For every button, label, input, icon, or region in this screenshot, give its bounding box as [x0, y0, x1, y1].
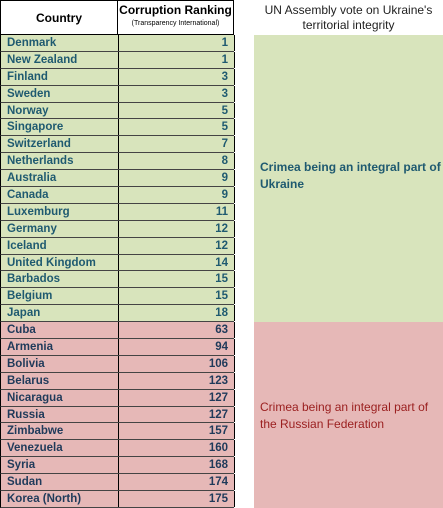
table-row: Canada 9	[0, 187, 235, 204]
table-row: Armenia 94	[0, 339, 235, 356]
ranking-cell: 11	[118, 203, 235, 220]
ranking-cell: 18	[118, 305, 235, 322]
country-cell: Canada	[7, 189, 49, 202]
country-cell: Norway	[7, 104, 49, 117]
country-cell: Barbados	[7, 273, 61, 286]
table-row: Venezuela 160	[0, 440, 235, 458]
table-row: Sudan 174	[0, 474, 235, 492]
country-cell: Singapore	[7, 121, 64, 134]
ranking-cell: 15	[118, 271, 235, 288]
table-row: Japan 18	[0, 305, 235, 323]
ranking-cell: 15	[118, 288, 235, 305]
table-row: Zimbabwe 157	[0, 423, 235, 441]
table-row: Russia 127	[0, 406, 235, 424]
table-row: Belgium 15	[0, 288, 235, 306]
country-cell: Netherlands	[7, 155, 74, 168]
table-row: Syria 168	[0, 457, 235, 475]
ranking-cell: 3	[118, 85, 235, 102]
table-row: Australia 9	[0, 170, 235, 188]
country-cell: Cuba	[7, 324, 36, 337]
country-cell: Korea (North)	[7, 493, 82, 506]
ranking-cell: 127	[118, 389, 235, 406]
ranking-cell: 8	[118, 153, 235, 170]
country-cell: New Zealand	[7, 53, 78, 66]
ranking-cell: 5	[118, 119, 235, 136]
table-row: Iceland 12	[0, 237, 235, 255]
table-row: Germany 12	[0, 220, 235, 238]
ranking-cell: 1	[118, 35, 235, 51]
country-cell: Syria	[7, 459, 36, 472]
country-cell: Switzerland	[7, 138, 71, 151]
ranking-cell: 14	[118, 254, 235, 271]
country-cell: Sudan	[7, 476, 43, 489]
table-row: Cuba 63	[0, 322, 235, 340]
ranking-cell: 9	[118, 170, 235, 187]
table-row: Norway 5	[0, 102, 235, 120]
country-cell: United Kingdom	[7, 256, 96, 269]
country-cell: Iceland	[7, 239, 47, 252]
country-cell: Armenia	[7, 341, 54, 354]
table-row: Luxemburg 11	[0, 203, 235, 221]
ranking-cell: 7	[118, 136, 235, 153]
ranking-cell: 175	[118, 491, 235, 507]
vote-label-russia: Crimea being an integral part of the Rus…	[254, 322, 443, 508]
country-cell: Luxemburg	[7, 205, 70, 218]
country-cell: Nicaragua	[7, 391, 63, 404]
table-row: Sweden 3	[0, 85, 235, 103]
ranking-cell: 157	[118, 423, 235, 440]
country-cell: Russia	[7, 408, 45, 421]
header-vote: UN Assembly vote on Ukraine's territoria…	[264, 3, 433, 32]
country-cell: Denmark	[7, 37, 57, 49]
ranking-cell: 3	[118, 68, 235, 85]
ranking-cell: 63	[118, 322, 235, 339]
table-row: Singapore 5	[0, 119, 235, 137]
ranking-cell: 94	[118, 339, 235, 355]
ranking-cell: 127	[118, 406, 235, 423]
country-cell: Finland	[7, 70, 48, 83]
header-ranking-title: Corruption Ranking	[119, 3, 232, 17]
country-cell: Belgium	[7, 290, 53, 303]
table-row: Denmark 1	[0, 35, 235, 52]
country-cell: Venezuela	[7, 442, 63, 455]
table-row: New Zealand 1	[0, 51, 235, 69]
column-gap	[234, 0, 254, 508]
table-body: Denmark 1 New Zealand 1 Finland 3 Sweden 3 Norwa…	[0, 35, 235, 508]
table-row: Belarus 123	[0, 372, 235, 390]
country-cell: Australia	[7, 172, 57, 185]
ranking-cell: 5	[118, 102, 235, 119]
country-cell: Bolivia	[7, 357, 45, 370]
ranking-cell: 106	[118, 355, 235, 372]
table-row: Bolivia 106	[0, 355, 235, 373]
ranking-cell: 174	[118, 474, 235, 491]
country-cell: Zimbabwe	[7, 425, 64, 438]
country-cell: Sweden	[7, 87, 51, 100]
table-row: Netherlands 8	[0, 153, 235, 171]
country-cell: Japan	[7, 307, 41, 320]
header-country: Country	[0, 0, 117, 35]
country-cell: Belarus	[7, 374, 50, 387]
table-row: United Kingdom 14	[0, 254, 235, 272]
table-row: Barbados 15	[0, 271, 235, 289]
country-cell: Germany	[7, 222, 57, 235]
ranking-cell: 12	[118, 220, 235, 237]
header-ranking-source: (Transparency International)	[131, 20, 220, 27]
ranking-cell: 9	[118, 187, 235, 203]
ranking-cell: 1	[118, 51, 235, 68]
table-row: Switzerland 7	[0, 136, 235, 154]
ranking-cell: 168	[118, 457, 235, 474]
header-ranking: Corruption Ranking (Transparency Interna…	[117, 0, 234, 35]
table-row: Nicaragua 127	[0, 389, 235, 407]
ranking-cell: 12	[118, 237, 235, 254]
ranking-cell: 160	[118, 440, 235, 457]
table-row: Korea (North) 175	[0, 491, 235, 508]
table-row: Finland 3	[0, 68, 235, 86]
ranking-cell: 123	[118, 372, 235, 389]
vote-label-ukraine: Crimea being an integral part of Ukraine	[254, 35, 443, 322]
